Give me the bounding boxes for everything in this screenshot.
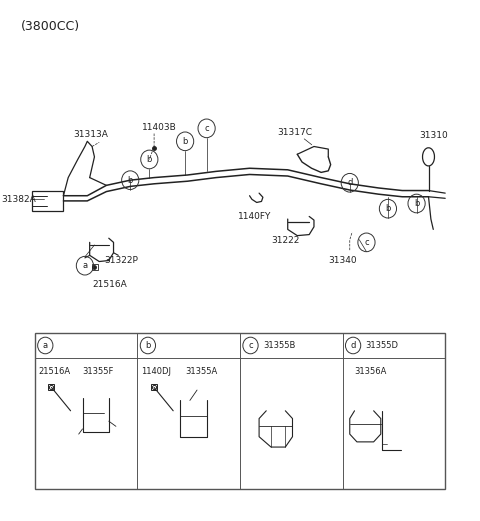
Text: 1140FY: 1140FY — [238, 212, 271, 221]
Text: 31322P: 31322P — [104, 256, 138, 265]
Text: 21516A: 21516A — [92, 280, 127, 289]
Text: 31355B: 31355B — [263, 341, 295, 350]
Text: d: d — [347, 178, 352, 187]
Text: 31382A: 31382A — [1, 195, 36, 204]
Text: 31310: 31310 — [419, 131, 448, 140]
Text: d: d — [350, 341, 356, 350]
Text: b: b — [385, 204, 391, 213]
Text: a: a — [43, 341, 48, 350]
Text: 31356A: 31356A — [355, 367, 387, 376]
Text: c: c — [204, 124, 209, 133]
Text: b: b — [147, 155, 152, 164]
Text: 31313A: 31313A — [73, 130, 108, 139]
Text: b: b — [145, 341, 151, 350]
Text: 31222: 31222 — [271, 235, 300, 245]
Text: b: b — [128, 176, 133, 184]
Text: c: c — [364, 238, 369, 247]
Text: 31355A: 31355A — [185, 367, 217, 376]
Text: 31355D: 31355D — [365, 341, 398, 350]
Text: b: b — [414, 199, 419, 208]
Text: b: b — [182, 137, 188, 146]
Text: a: a — [83, 261, 87, 270]
Text: c: c — [248, 341, 253, 350]
Text: (3800CC): (3800CC) — [21, 19, 80, 32]
Text: 31317C: 31317C — [277, 128, 312, 137]
Text: 1140DJ: 1140DJ — [141, 367, 171, 376]
Text: 11403B: 11403B — [142, 123, 177, 132]
Text: 21516A: 21516A — [38, 367, 71, 376]
Text: 31340: 31340 — [328, 256, 357, 265]
Text: 31355F: 31355F — [83, 367, 114, 376]
